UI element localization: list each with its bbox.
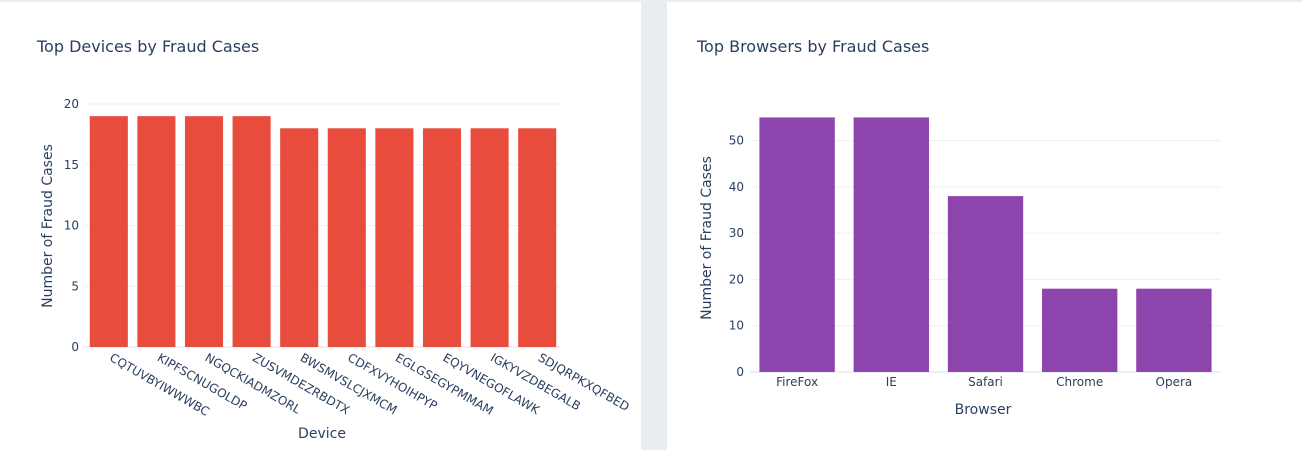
y-axis-title: Number of Fraud Cases: [40, 144, 56, 308]
y-tick-label: 10: [64, 219, 79, 233]
browser-chart-panel: Top Browsers by Fraud Cases 0 10 20 30 40 50 …: [667, 2, 1302, 450]
bar[interactable]: [422, 128, 462, 347]
y-axis-title: Number of Fraud Cases: [699, 156, 715, 320]
browser-chart: Top Browsers by Fraud Cases 01020304050 …: [696, 37, 1221, 418]
x-tick-label: FireFox: [776, 375, 818, 389]
bar[interactable]: [232, 116, 271, 348]
bar[interactable]: [759, 117, 835, 372]
x-tick-label: Safari: [968, 375, 1003, 389]
bar[interactable]: [184, 116, 224, 348]
bar[interactable]: [947, 196, 1024, 372]
y-tick-label: 10: [729, 319, 744, 333]
device-chart-panel: Top Devices by Fraud Cases 0 5 10 15 20 CQTU…: [0, 2, 641, 450]
bar[interactable]: [89, 116, 128, 348]
bar[interactable]: [470, 128, 509, 347]
y-tick-label: 15: [64, 158, 79, 172]
chart-title: Top Browsers by Fraud Cases: [696, 37, 929, 56]
y-tick-label: 50: [729, 134, 744, 148]
x-tick-label: Opera: [1156, 375, 1193, 389]
bar[interactable]: [853, 117, 929, 372]
bar[interactable]: [518, 128, 557, 347]
chart-title: Top Devices by Fraud Cases: [36, 37, 259, 56]
x-tick-label: IE: [886, 375, 897, 389]
y-tick-label: 30: [729, 226, 744, 240]
x-axis-title: Browser: [955, 402, 1012, 418]
bar[interactable]: [375, 128, 414, 347]
y-tick-label: 0: [71, 340, 79, 354]
bar[interactable]: [137, 116, 176, 348]
y-tick-label: 0: [736, 365, 744, 379]
y-tick-label: 20: [64, 97, 79, 111]
bar[interactable]: [327, 128, 366, 347]
y-tick-label: 40: [729, 180, 744, 194]
x-tick-label: Chrome: [1056, 375, 1103, 389]
bar[interactable]: [280, 128, 319, 347]
bar[interactable]: [1042, 288, 1118, 372]
bar[interactable]: [1136, 288, 1212, 372]
y-tick-label: 20: [729, 272, 744, 286]
x-axis-title: Device: [298, 426, 346, 442]
y-tick-label: 5: [71, 279, 79, 293]
